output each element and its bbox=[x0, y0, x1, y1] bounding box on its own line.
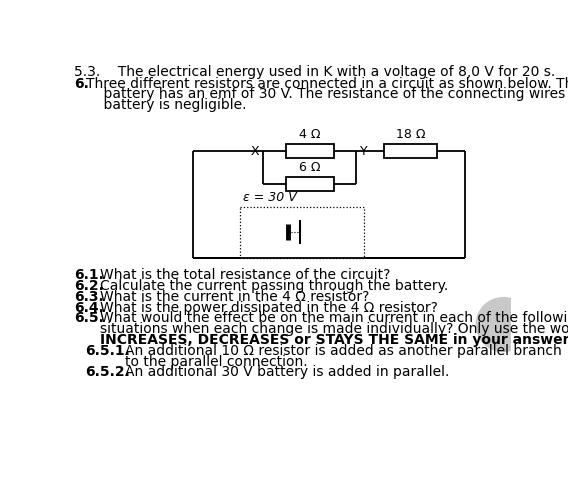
Text: What is the current in the 4 Ω resistor?: What is the current in the 4 Ω resistor? bbox=[101, 290, 370, 304]
Text: Calculate the current passing through the battery.: Calculate the current passing through th… bbox=[101, 279, 449, 293]
Bar bbox=[384, 144, 437, 158]
Text: 6.1.: 6.1. bbox=[74, 269, 104, 282]
Circle shape bbox=[477, 298, 531, 352]
Text: What is the total resistance of the circuit?: What is the total resistance of the circ… bbox=[101, 269, 391, 282]
Bar bbox=[286, 177, 334, 191]
Text: What would the effect be on the main current in each of the following: What would the effect be on the main cur… bbox=[101, 311, 568, 326]
Bar bbox=[286, 144, 334, 158]
Text: INCREASES, DECREASES or STAYS THE SAME in your answer.: INCREASES, DECREASES or STAYS THE SAME i… bbox=[101, 333, 568, 347]
Text: 6.5.1.: 6.5.1. bbox=[85, 344, 130, 358]
Text: ε = 30 V: ε = 30 V bbox=[243, 191, 297, 204]
Text: 6.5.2.: 6.5.2. bbox=[85, 365, 130, 380]
Text: 5.3.    The electrical energy used in K with a voltage of 8,0 V for 20 s.: 5.3. The electrical energy used in K wit… bbox=[74, 65, 556, 79]
Text: 6.: 6. bbox=[74, 77, 89, 91]
Text: 6.2.: 6.2. bbox=[74, 279, 104, 293]
Text: battery is negligible.: battery is negligible. bbox=[86, 98, 247, 112]
Text: What is the power dissipated in the 4 Ω resistor?: What is the power dissipated in the 4 Ω … bbox=[101, 300, 438, 315]
Text: to the parallel connection.: to the parallel connection. bbox=[126, 355, 308, 369]
Text: 6.3.: 6.3. bbox=[74, 290, 104, 304]
Text: situations when each change is made individually? Only use the words: situations when each change is made indi… bbox=[101, 322, 568, 336]
Text: 6 Ω: 6 Ω bbox=[299, 162, 320, 174]
Text: An additional 30 V battery is added in parallel.: An additional 30 V battery is added in p… bbox=[126, 365, 450, 380]
Text: An additional 10 Ω resistor is added as another parallel branch: An additional 10 Ω resistor is added as … bbox=[126, 344, 562, 358]
Text: battery has an emf of 30 V. The resistance of the connecting wires and the: battery has an emf of 30 V. The resistan… bbox=[86, 87, 568, 102]
Text: 6.5.: 6.5. bbox=[74, 311, 104, 326]
Text: 18 Ω: 18 Ω bbox=[396, 128, 425, 141]
Bar bbox=[240, 207, 364, 258]
Text: 6.4.: 6.4. bbox=[74, 300, 104, 315]
Text: Y: Y bbox=[360, 145, 367, 158]
Text: Three different resistors are connected in a circuit as shown below. The: Three different resistors are connected … bbox=[86, 77, 568, 91]
Text: X: X bbox=[250, 145, 260, 158]
Text: 4 Ω: 4 Ω bbox=[299, 128, 320, 141]
